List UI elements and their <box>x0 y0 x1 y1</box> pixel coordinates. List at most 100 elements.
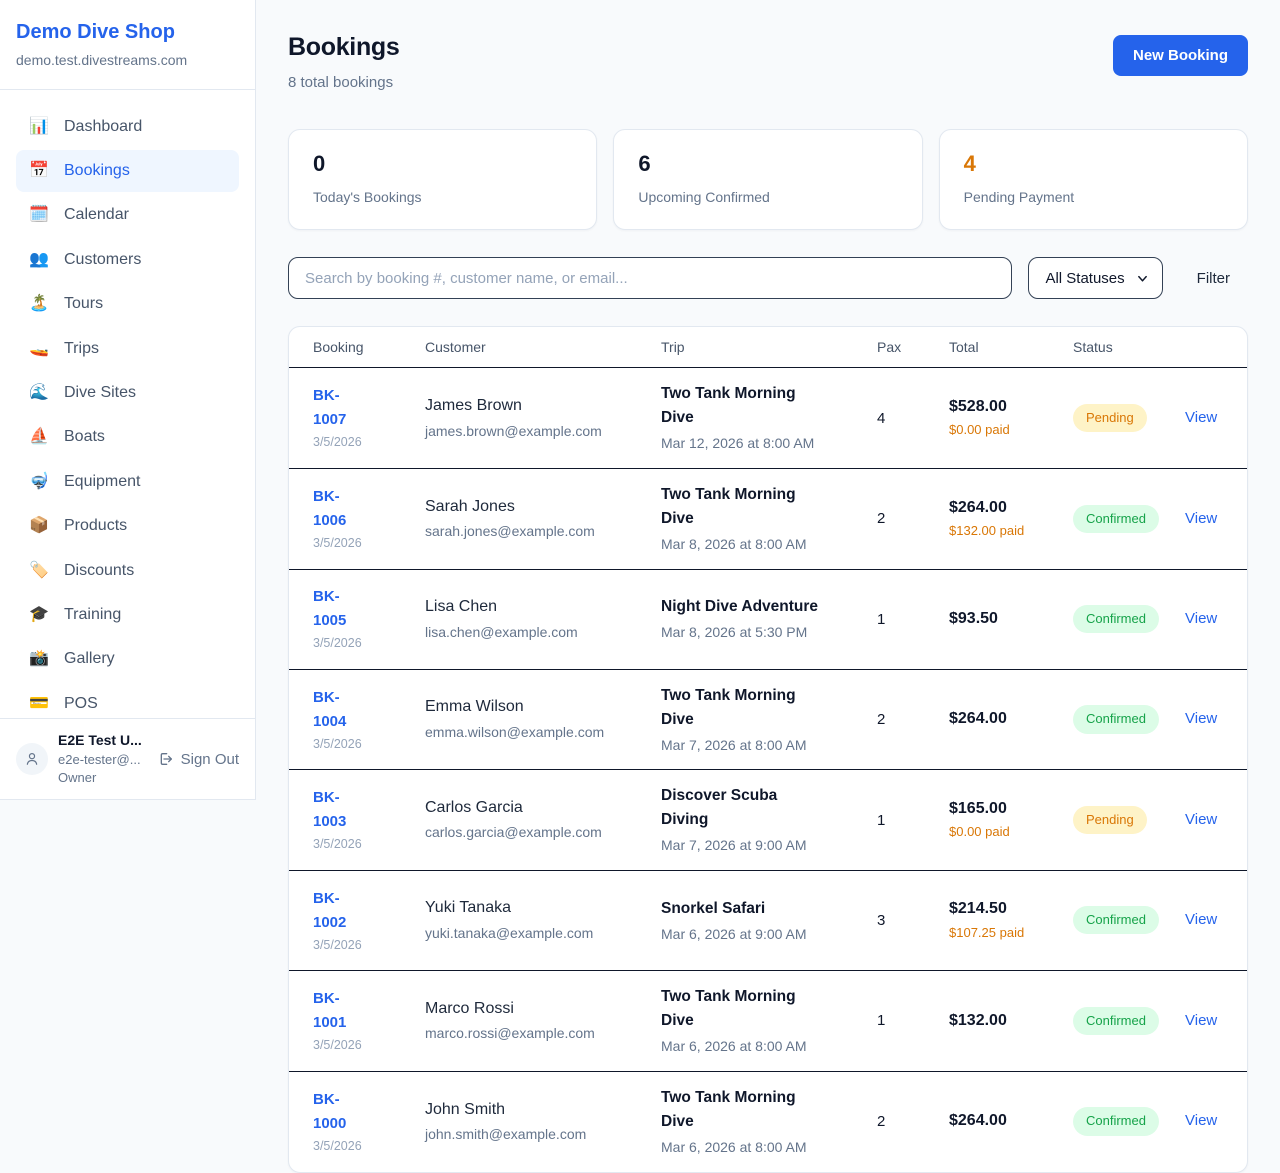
pax-cell: 2 <box>877 710 886 728</box>
sidebar-item-bookings[interactable]: 📅 Bookings <box>16 149 239 193</box>
status-cell: Pending <box>1073 404 1185 433</box>
booking-id-link[interactable]: BK-1004 <box>313 688 347 730</box>
stat-card: 4 Pending Payment <box>938 129 1248 231</box>
search-input[interactable] <box>288 257 1013 300</box>
customer-name: Carlos Garcia <box>425 799 523 817</box>
sidebar-item-discounts[interactable]: 🏷️ Discounts <box>16 550 239 592</box>
action-cell: View <box>1185 708 1223 730</box>
view-link[interactable]: View <box>1185 911 1218 929</box>
trip-datetime: Mar 8, 2026 at 5:30 PM <box>661 624 808 641</box>
booking-id-link[interactable]: BK-1005 <box>313 588 347 630</box>
trip-name: Snorkel Safari <box>661 899 766 917</box>
stat-value: 4 <box>963 151 976 176</box>
booking-id-link[interactable]: BK-1000 <box>313 1090 347 1132</box>
customer-name: James Brown <box>425 397 522 415</box>
total-cell: $93.50 <box>949 608 1073 630</box>
status-cell: Confirmed <box>1073 705 1185 734</box>
booking-id-link[interactable]: BK-1002 <box>313 889 347 931</box>
view-link[interactable]: View <box>1185 509 1218 527</box>
page-title: Bookings <box>288 33 400 61</box>
action-cell: View <box>1185 608 1223 630</box>
action-cell: View <box>1185 1110 1223 1132</box>
status-badge: Confirmed <box>1073 1006 1159 1035</box>
status-cell: Confirmed <box>1073 906 1185 935</box>
customer-email: yuki.tanaka@example.com <box>425 924 594 941</box>
booking-date: 3/5/2026 <box>313 1138 362 1153</box>
booking-cell: BK-1000 3/5/2026 <box>313 1088 425 1156</box>
sidebar-item-products[interactable]: 📦 Products <box>16 505 239 547</box>
total-amount: $132.00 <box>949 1011 1007 1029</box>
sidebar-item-boats[interactable]: ⛵ Boats <box>16 416 239 458</box>
stat-label: Upcoming Confirmed <box>638 188 770 205</box>
action-cell: View <box>1185 909 1223 931</box>
booking-date: 3/5/2026 <box>313 937 362 952</box>
table-row: BK-1006 3/5/2026 Sarah Jones sarah.jones… <box>289 469 1247 570</box>
sign-out-button[interactable]: Sign Out <box>158 751 239 768</box>
table-row: BK-1004 3/5/2026 Emma Wilson emma.wilson… <box>289 670 1247 771</box>
customer-name: Sarah Jones <box>425 497 515 515</box>
view-link[interactable]: View <box>1185 810 1218 828</box>
customer-name: John Smith <box>425 1100 506 1118</box>
bookings-table: Booking Customer Trip Pax Total Status BK-100… <box>288 326 1248 1173</box>
pax-cell: 2 <box>877 510 886 528</box>
sidebar-item-trips[interactable]: 🚤 Trips <box>16 328 239 370</box>
booking-id-link[interactable]: BK-1001 <box>313 989 347 1031</box>
booking-cell: BK-1007 3/5/2026 <box>313 384 425 452</box>
bookings-calendar-icon: 📅 <box>29 161 49 179</box>
page-title-block: Bookings 8 total bookings <box>288 30 400 93</box>
customers-icon: 👥 <box>29 250 49 268</box>
training-cap-icon: 🎓 <box>29 605 49 623</box>
sidebar-item-dashboard[interactable]: 📊 Dashboard <box>16 106 239 148</box>
sidebar-item-gallery[interactable]: 📸 Gallery <box>16 638 239 680</box>
customer-cell: James Brown james.brown@example.com <box>425 395 661 441</box>
pax-cell: 4 <box>877 409 886 427</box>
customer-cell: Marco Rossi marco.rossi@example.com <box>425 998 661 1044</box>
trip-name: Two Tank Morning Dive <box>661 1088 796 1130</box>
sidebar-item-dive-sites[interactable]: 🌊 Dive Sites <box>16 372 239 414</box>
booking-id-link[interactable]: BK-1006 <box>313 488 347 530</box>
new-booking-button[interactable]: New Booking <box>1112 35 1248 76</box>
status-badge: Confirmed <box>1073 605 1159 634</box>
status-badge: Confirmed <box>1073 906 1159 935</box>
dashboard-icon: 📊 <box>29 117 49 135</box>
sign-out-icon <box>160 753 172 766</box>
booking-id-link[interactable]: BK-1007 <box>313 387 347 429</box>
sidebar-item-customers[interactable]: 👥 Customers <box>16 239 239 281</box>
stat-value: 0 <box>313 151 326 176</box>
status-cell: Pending <box>1073 805 1185 835</box>
filter-button[interactable]: Filter <box>1179 270 1248 287</box>
status-badge: Pending <box>1073 404 1147 433</box>
paid-amount: $0.00 paid <box>949 422 1010 438</box>
page-subtitle: 8 total bookings <box>288 74 394 91</box>
total-cell: $165.00 $0.00 paid <box>949 798 1073 842</box>
trip-cell: Two Tank Morning Dive Mar 12, 2026 at 8:… <box>661 382 877 454</box>
booking-cell: BK-1005 3/5/2026 <box>313 585 425 653</box>
total-cell: $264.00 <box>949 1110 1073 1132</box>
trip-name: Two Tank Morning Dive <box>661 486 796 528</box>
user-email: e2e-tester@... <box>58 751 141 767</box>
sidebar-item-training[interactable]: 🎓 Training <box>16 594 239 636</box>
total-cell: $264.00 $132.00 paid <box>949 497 1073 541</box>
sidebar-item-tours[interactable]: 🏝️ Tours <box>16 283 239 325</box>
view-link[interactable]: View <box>1185 609 1218 627</box>
view-link[interactable]: View <box>1185 710 1218 728</box>
status-filter-select[interactable]: All Statuses <box>1028 257 1163 300</box>
trip-datetime: Mar 6, 2026 at 8:00 AM <box>661 1138 807 1155</box>
booking-id-link[interactable]: BK-1003 <box>313 789 347 831</box>
customer-email: sarah.jones@example.com <box>425 523 595 540</box>
view-link[interactable]: View <box>1185 1011 1218 1029</box>
sidebar: Demo Dive Shop demo.test.divestreams.com… <box>0 0 256 800</box>
products-package-icon: 📦 <box>29 517 49 535</box>
total-amount: $93.50 <box>949 609 998 627</box>
sidebar-item-pos[interactable]: 💳 POS <box>16 683 239 718</box>
view-link[interactable]: View <box>1185 1112 1218 1130</box>
main-content: Bookings 8 total bookings New Booking 0 … <box>256 0 1280 1173</box>
customer-name: Yuki Tanaka <box>425 899 511 917</box>
sidebar-item-equipment[interactable]: 🤿 Equipment <box>16 461 239 503</box>
booking-cell: BK-1002 3/5/2026 <box>313 887 425 955</box>
booking-date: 3/5/2026 <box>313 837 362 852</box>
status-badge: Confirmed <box>1073 504 1159 533</box>
view-link[interactable]: View <box>1185 409 1218 426</box>
sidebar-item-calendar[interactable]: 🗓️ Calendar <box>16 194 239 236</box>
sidebar-nav: 📊 Dashboard 📅 Bookings 🗓️ Calendar 👥 Cus… <box>0 90 255 718</box>
